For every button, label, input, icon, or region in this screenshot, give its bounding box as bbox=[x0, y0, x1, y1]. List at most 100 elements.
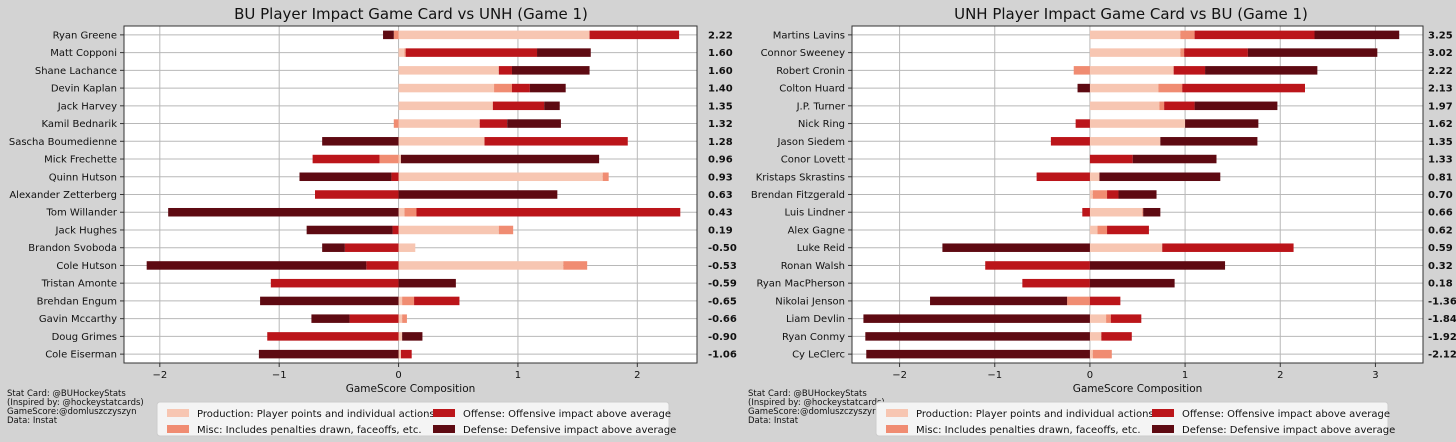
bar-segment-prod bbox=[1089, 83, 1159, 93]
bar-segment-off bbox=[1089, 154, 1133, 164]
bar-segment-off bbox=[1089, 296, 1121, 306]
bar-segment-off bbox=[985, 261, 1090, 270]
player-total: 1.35 bbox=[708, 101, 733, 112]
bar-segment-misc bbox=[402, 296, 415, 306]
player-total: -0.65 bbox=[708, 296, 737, 307]
bar-segment-misc bbox=[1067, 296, 1090, 306]
legend-label: Production: Player points and individual… bbox=[916, 409, 1154, 420]
bar-segment-def bbox=[865, 332, 1090, 341]
bar-segment-def bbox=[299, 172, 392, 182]
player-label: Kamil Bednarik bbox=[42, 119, 118, 130]
chart-title: UNH Player Impact Game Card vs BU (Game … bbox=[954, 5, 1308, 23]
player-total: 2.13 bbox=[1428, 84, 1453, 95]
bar-segment-def bbox=[1099, 172, 1221, 182]
player-total: 0.96 bbox=[708, 155, 733, 166]
player-total: 1.97 bbox=[1428, 101, 1453, 112]
x-tick-label: −1 bbox=[272, 370, 287, 381]
x-tick-label: 3 bbox=[1372, 370, 1378, 381]
player-label: J.P. Turner bbox=[796, 101, 846, 112]
player-label: Robert Cronin bbox=[776, 66, 845, 77]
bar-segment-def bbox=[306, 225, 393, 235]
bar-segment-off bbox=[1036, 172, 1090, 182]
bar-segment-off bbox=[405, 48, 538, 57]
player-label: Brandon Svoboda bbox=[28, 243, 117, 254]
bar-segment-misc bbox=[1142, 207, 1144, 217]
player-total: 0.70 bbox=[1428, 190, 1453, 201]
bar-segment-misc bbox=[1092, 349, 1112, 359]
bar-segment-prod bbox=[1089, 101, 1160, 111]
player-total: -0.59 bbox=[708, 279, 737, 290]
bar-segment-misc bbox=[1159, 101, 1165, 111]
plot-frame bbox=[851, 25, 1424, 364]
bar-segment-misc bbox=[563, 261, 588, 270]
bar-segment-prod bbox=[398, 101, 493, 111]
bar-segment-off bbox=[414, 296, 460, 306]
bar-segment-def bbox=[1194, 101, 1278, 111]
player-total: -0.90 bbox=[708, 332, 737, 343]
bar-segment-def bbox=[322, 243, 345, 252]
player-label: Ronan Walsh bbox=[781, 261, 845, 272]
legend: Production: Player points and individual… bbox=[156, 401, 676, 437]
bar-segment-prod bbox=[1089, 225, 1098, 235]
bar-segment-prod bbox=[1089, 207, 1143, 217]
player-label: Colton Huard bbox=[779, 84, 845, 95]
bar-segment-off bbox=[1164, 101, 1195, 111]
player-total: 2.22 bbox=[708, 30, 733, 41]
x-tick-label: −2 bbox=[152, 370, 167, 381]
bar-segment-off bbox=[315, 190, 399, 199]
bar-segment-def bbox=[1160, 137, 1258, 146]
bar-segment-def bbox=[863, 314, 1090, 323]
player-label: Alex Gagne bbox=[788, 225, 845, 236]
x-tick-label: 0 bbox=[1087, 370, 1093, 381]
legend-swatch-def bbox=[433, 425, 455, 433]
bar-segment-def bbox=[168, 207, 399, 217]
player-total: 1.35 bbox=[1428, 137, 1453, 148]
player-label: Matt Copponi bbox=[50, 48, 117, 59]
bar-segment-prod bbox=[398, 30, 590, 40]
bar-segment-prod bbox=[398, 137, 485, 146]
credit-line: (Inspired by: @hockeystatcards) bbox=[748, 398, 885, 408]
player-total: 1.62 bbox=[1428, 119, 1453, 130]
bar-segment-prod bbox=[1089, 243, 1163, 252]
bar-segment-misc bbox=[1092, 190, 1108, 199]
player-total: 1.60 bbox=[708, 66, 733, 77]
bar-segment-def bbox=[942, 243, 1090, 252]
bar-segment-misc bbox=[404, 48, 406, 57]
player-total: -0.50 bbox=[708, 243, 737, 254]
bar-segment-misc bbox=[494, 83, 512, 93]
player-label: Alexander Zetterberg bbox=[9, 190, 117, 201]
bar-segment-def bbox=[1143, 207, 1161, 217]
x-tick-label: 1 bbox=[515, 370, 521, 381]
bar-segment-misc bbox=[1180, 48, 1185, 57]
bar-segment-def bbox=[402, 332, 423, 341]
player-label: Jack Hughes bbox=[55, 225, 117, 236]
bar-segment-prod bbox=[1089, 190, 1093, 199]
bar-segment-def bbox=[311, 314, 350, 323]
bar-segment-prod bbox=[398, 66, 499, 75]
bu-chart: BU Player Impact Game Card vs UNH (Game … bbox=[7, 5, 737, 437]
player-label: Ryan MacPherson bbox=[756, 279, 845, 290]
x-tick-label: 0 bbox=[395, 370, 401, 381]
bar-segment-prod bbox=[1089, 332, 1102, 341]
legend-swatch-misc bbox=[167, 425, 189, 433]
bar-segment-prod bbox=[1089, 30, 1181, 40]
bar-segment-off bbox=[400, 349, 412, 359]
bar-segment-prod bbox=[398, 314, 403, 323]
bar-segment-def bbox=[1205, 66, 1318, 75]
bar-segment-off bbox=[589, 30, 680, 40]
bar-segment-off bbox=[270, 278, 399, 288]
bar-segment-prod bbox=[1089, 314, 1107, 323]
x-axis-label: GameScore Composition bbox=[346, 383, 476, 395]
bar-segment-misc bbox=[402, 314, 407, 323]
bar-segment-prod bbox=[398, 332, 403, 341]
player-total: -0.53 bbox=[708, 261, 737, 272]
player-label: Jack Harvey bbox=[57, 101, 117, 112]
bar-segment-prod bbox=[398, 207, 405, 217]
player-label: Liam Devlin bbox=[786, 314, 845, 325]
player-total: 0.66 bbox=[1428, 208, 1453, 219]
player-total: 0.59 bbox=[1428, 243, 1453, 254]
player-total: 0.62 bbox=[1428, 225, 1453, 236]
legend-swatch-prod bbox=[886, 409, 908, 417]
legend-swatch-off bbox=[433, 409, 455, 417]
